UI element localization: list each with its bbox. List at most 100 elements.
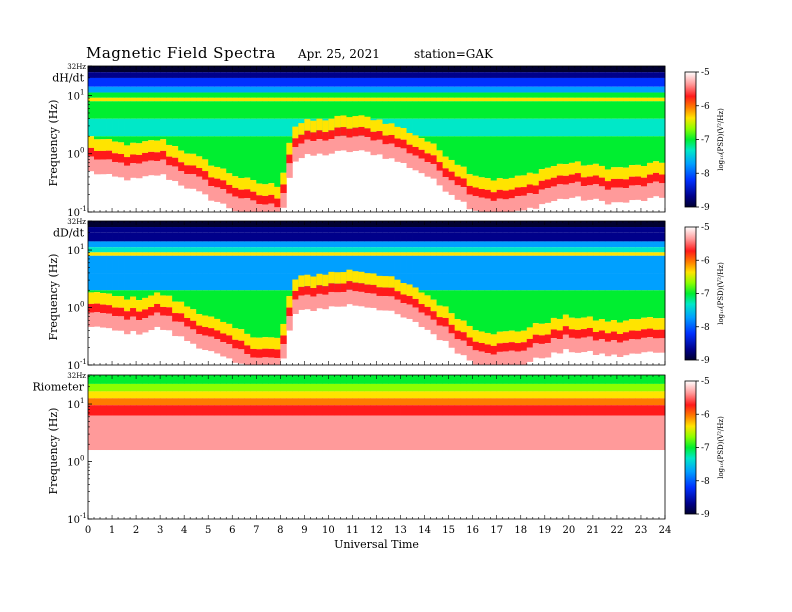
spectrogram-cell [130,398,137,406]
spectrogram-cell [262,415,269,451]
spectrogram-cell [262,290,269,338]
spectrogram-cell [238,101,245,119]
spectrogram-cell [634,77,642,87]
spectrogram-cell [220,405,227,416]
spectrogram-cell [514,415,522,451]
spectrogram-cell [166,241,173,248]
spectrogram-cell [88,273,95,291]
spectrogram-cell [394,221,401,228]
spectrogram-cell [154,290,161,293]
spectrogram-cell [478,405,486,416]
spectrogram-cell [154,152,161,162]
spectrogram-cell [334,415,341,451]
spectrogram-cell [232,136,239,177]
spectrogram-cell [346,241,353,248]
spectrogram-cell [406,405,413,416]
spectrogram-cell [658,273,666,291]
spectrogram-cell [418,86,425,93]
spectrogram-cell [220,227,227,233]
spectrogram-cell [124,290,131,300]
spectrogram-cell [622,188,630,203]
spectrogram-cell [616,92,624,98]
colorbar-tick-label: -8 [701,477,710,487]
spectrogram-cell [502,331,510,343]
spectrogram-cell [388,92,395,98]
spectrogram-cell [292,97,299,102]
spectrogram-cell [274,241,281,248]
spectrogram-cell [610,331,618,341]
spectrogram-cell [232,273,239,291]
spectrogram-cell [508,405,516,416]
spectrogram-cell [274,92,281,98]
spectrogram-cell [424,66,431,73]
y-tick-exponent: 1 [80,397,84,405]
spectrogram-cell [592,252,600,256]
spectrogram-cell [358,398,365,406]
spectrogram-cell [634,185,642,200]
spectrogram-cell [412,135,419,147]
spectrogram-cell [232,241,239,248]
spectrogram-cell [196,156,203,169]
spectrogram-cell [478,398,486,406]
spectrogram-cell [430,398,437,406]
spectrogram-cell [640,136,648,167]
spectrogram-cell [532,398,540,406]
spectrogram-cell [610,66,618,73]
spectrogram-cell [268,92,275,98]
spectrogram-cell [556,241,564,248]
spectrogram-cell [334,115,341,128]
spectrogram-cell [274,415,281,451]
spectrogram-cell [562,72,570,78]
spectrogram-cell [520,97,528,102]
spectrogram-cell [454,185,462,200]
spectrogram-cell [364,391,371,399]
spectrogram-cell [124,255,131,274]
spectrogram-cell [412,72,419,78]
colorbar [684,71,697,208]
spectrogram-cell [526,247,534,253]
spectrogram-cell [286,72,293,78]
spectrogram-cell [472,375,480,384]
spectrogram-cell [544,343,552,358]
spectrogram-cell [250,383,257,392]
spectrogram-cell [568,398,576,406]
spectrogram-cell [184,165,191,175]
spectrogram-cell [382,123,389,136]
spectrogram-cell [202,375,209,384]
spectrogram-cell [352,282,359,292]
spectrogram-cell [346,375,353,384]
spectrogram-cell [580,398,588,406]
spectrogram-cell [400,375,407,384]
spectrogram-cell [322,66,329,73]
spectrogram-cell [346,92,353,98]
spectrogram-cell [586,241,594,248]
spectrogram-cell [328,271,335,284]
spectrogram-cell [256,221,263,228]
spectrogram-cell [124,415,131,451]
spectrogram-cell [496,241,504,248]
spectrogram-cell [352,398,359,406]
spectrogram-cell [280,247,287,253]
spectrogram-cell [550,166,558,178]
spectrogram-cell [280,383,287,392]
spectrogram-cell [370,391,377,399]
spectrogram-cell [460,227,468,233]
spectrogram-cell [478,342,486,352]
x-tick-label: 22 [611,525,624,536]
spectrogram-cell [238,252,245,256]
spectrogram-cell [592,405,600,416]
spectrogram-cell [520,187,528,196]
spectrogram-cell [628,136,636,166]
spectrogram-cell [526,101,534,119]
colorbar-tick-label: -9 [701,510,710,520]
spectrogram-cell [226,184,233,194]
spectrogram-cell [472,350,480,365]
spectrogram-cell [334,92,341,98]
spectrogram-cell [238,273,245,291]
spectrogram-cell [502,72,510,78]
spectrogram-cell [586,77,594,87]
spectrogram-cell [508,375,516,384]
spectrogram-cell [580,375,588,384]
spectrogram-cell [646,255,654,274]
spectrogram-cell [454,375,462,384]
